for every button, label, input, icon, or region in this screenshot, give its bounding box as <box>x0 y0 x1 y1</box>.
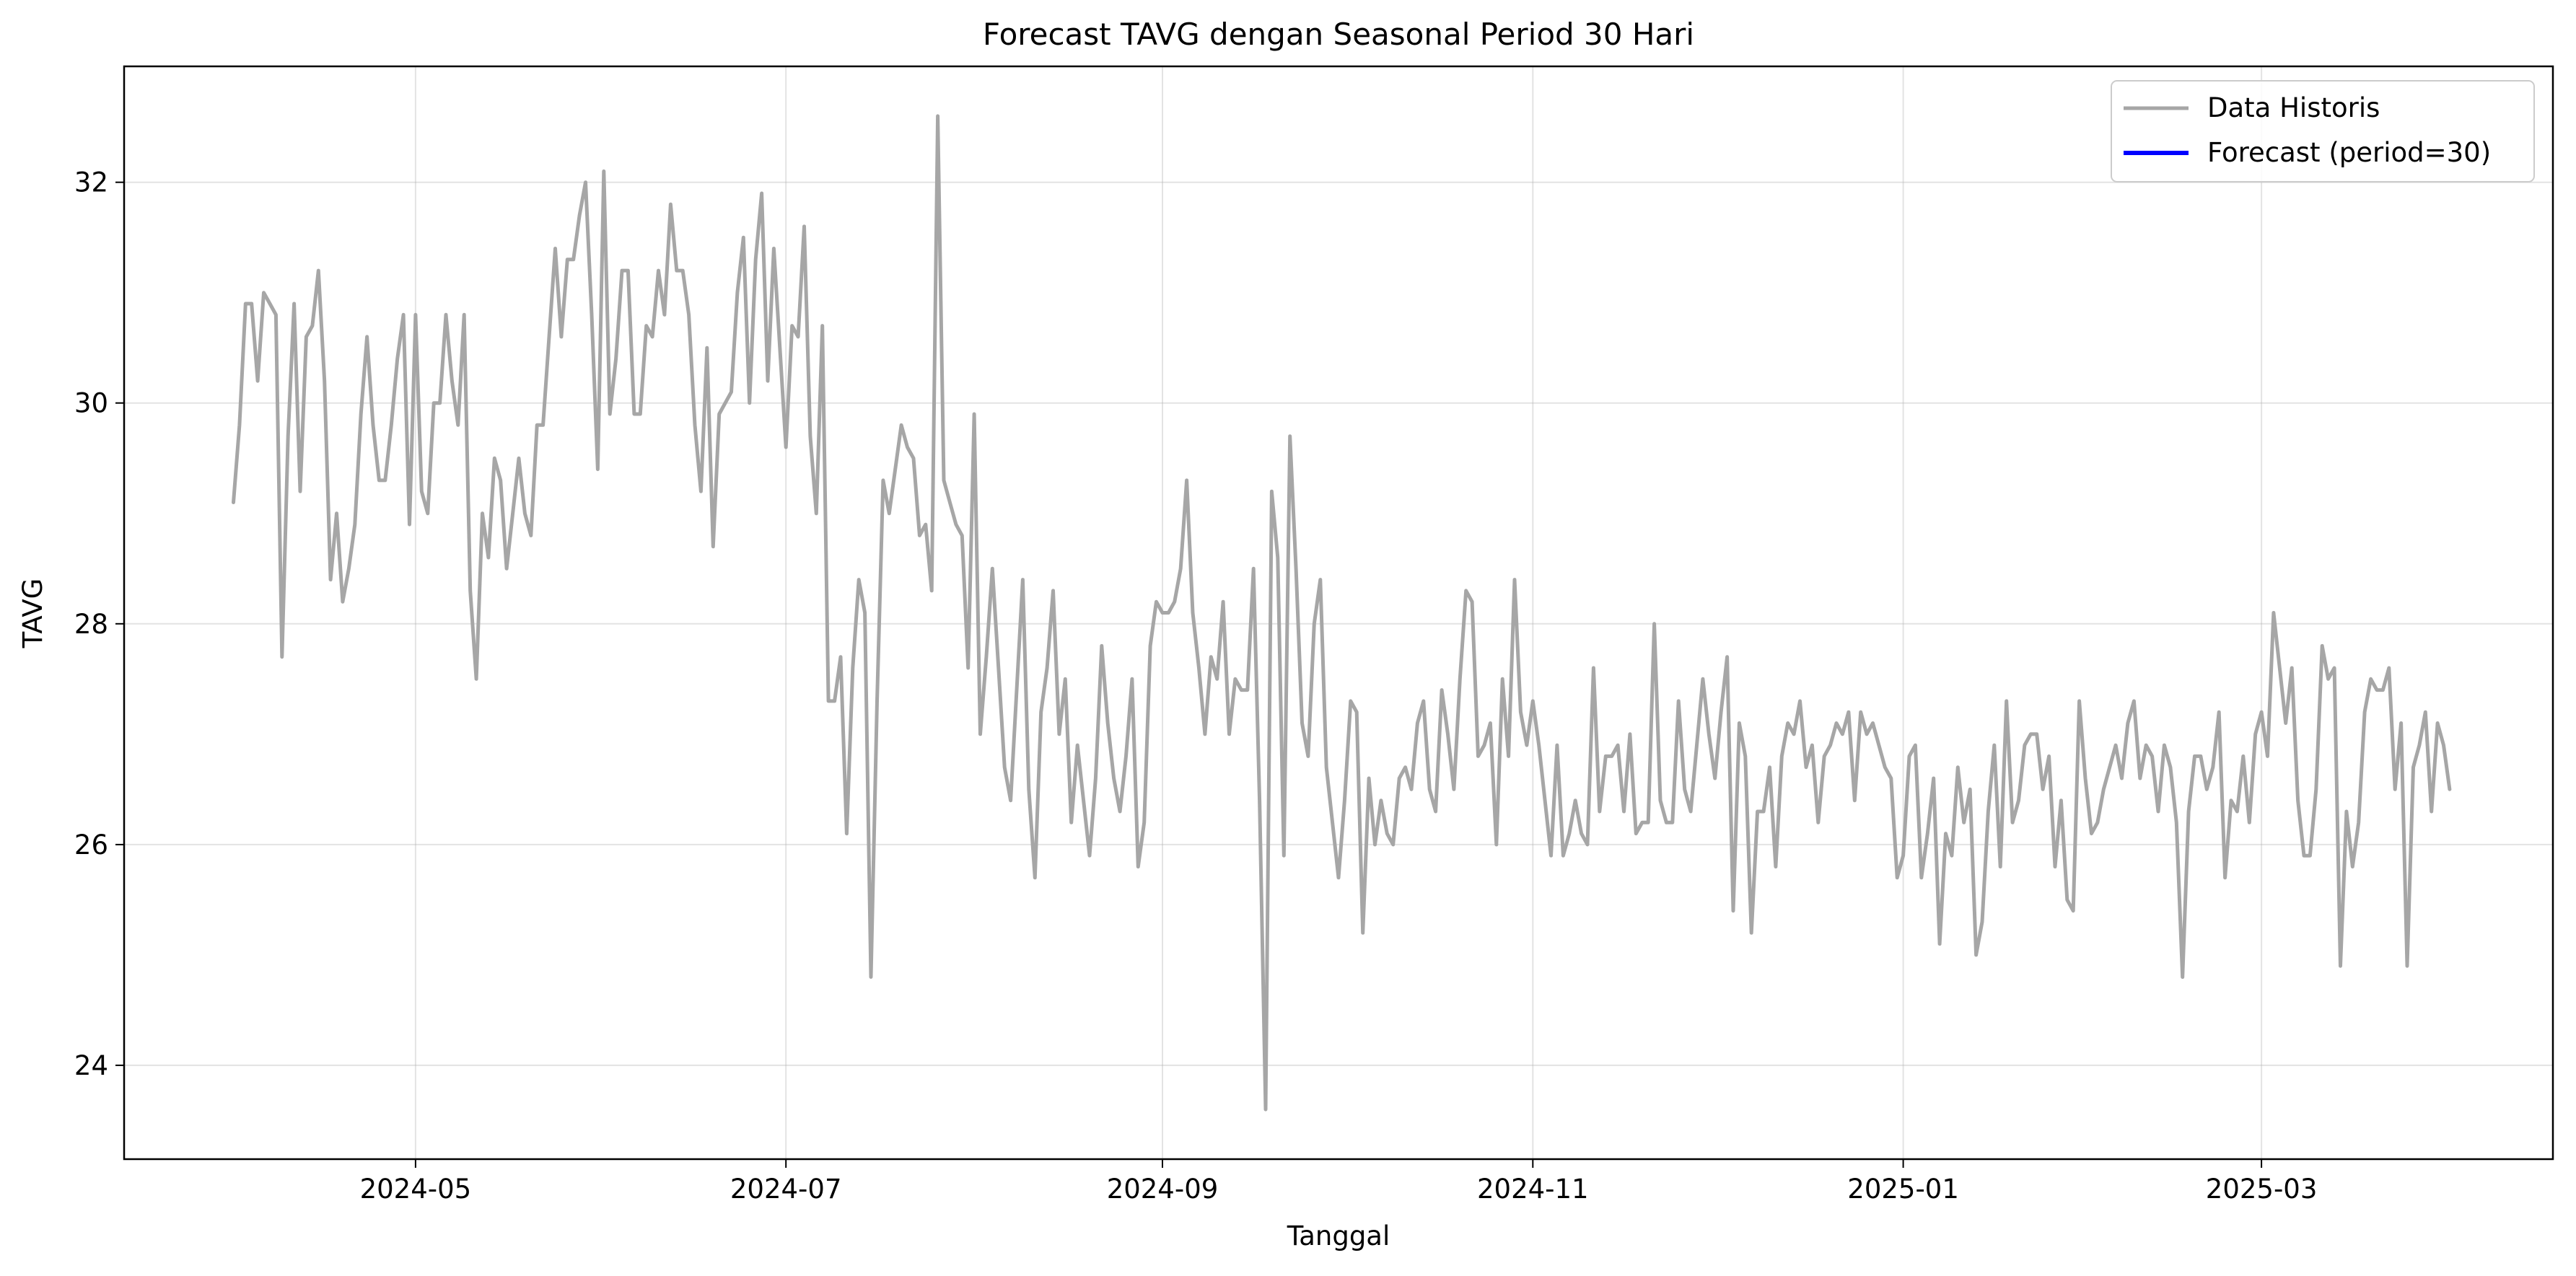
y-tick-label: 28 <box>74 609 108 640</box>
chart-title: Forecast TAVG dengan Seasonal Period 30 … <box>983 17 1694 52</box>
y-tick-label: 30 <box>74 388 108 419</box>
x-tick-label: 2024-09 <box>1107 1174 1219 1205</box>
legend: Data Historis Forecast (period=30) <box>2111 80 2535 182</box>
x-tick-label: 2024-05 <box>360 1174 472 1205</box>
x-axis-label: Tanggal <box>1287 1220 1390 1251</box>
x-tick-label: 2025-03 <box>2206 1174 2318 1205</box>
y-tick-label: 32 <box>74 167 108 198</box>
x-tick-label: 2024-11 <box>1477 1174 1589 1205</box>
y-tick-label: 24 <box>74 1050 108 1081</box>
x-tick-label: 2024-07 <box>730 1174 842 1205</box>
x-tick-label: 2025-01 <box>1847 1174 1959 1205</box>
legend-label-forecast: Forecast (period=30) <box>2207 137 2491 168</box>
axis-ticks: 2024-05 2024-07 2024-09 2024-11 2025-01 2025-… <box>74 167 2317 1205</box>
legend-box <box>2111 80 2535 182</box>
y-axis-label: TAVG <box>17 578 48 649</box>
plot-area-frame <box>123 65 2554 1161</box>
series-line-data-historis <box>232 114 2452 1112</box>
series-lines <box>232 114 2452 1112</box>
y-tick-label: 26 <box>74 830 108 861</box>
legend-label-data-historis: Data Historis <box>2207 92 2380 123</box>
